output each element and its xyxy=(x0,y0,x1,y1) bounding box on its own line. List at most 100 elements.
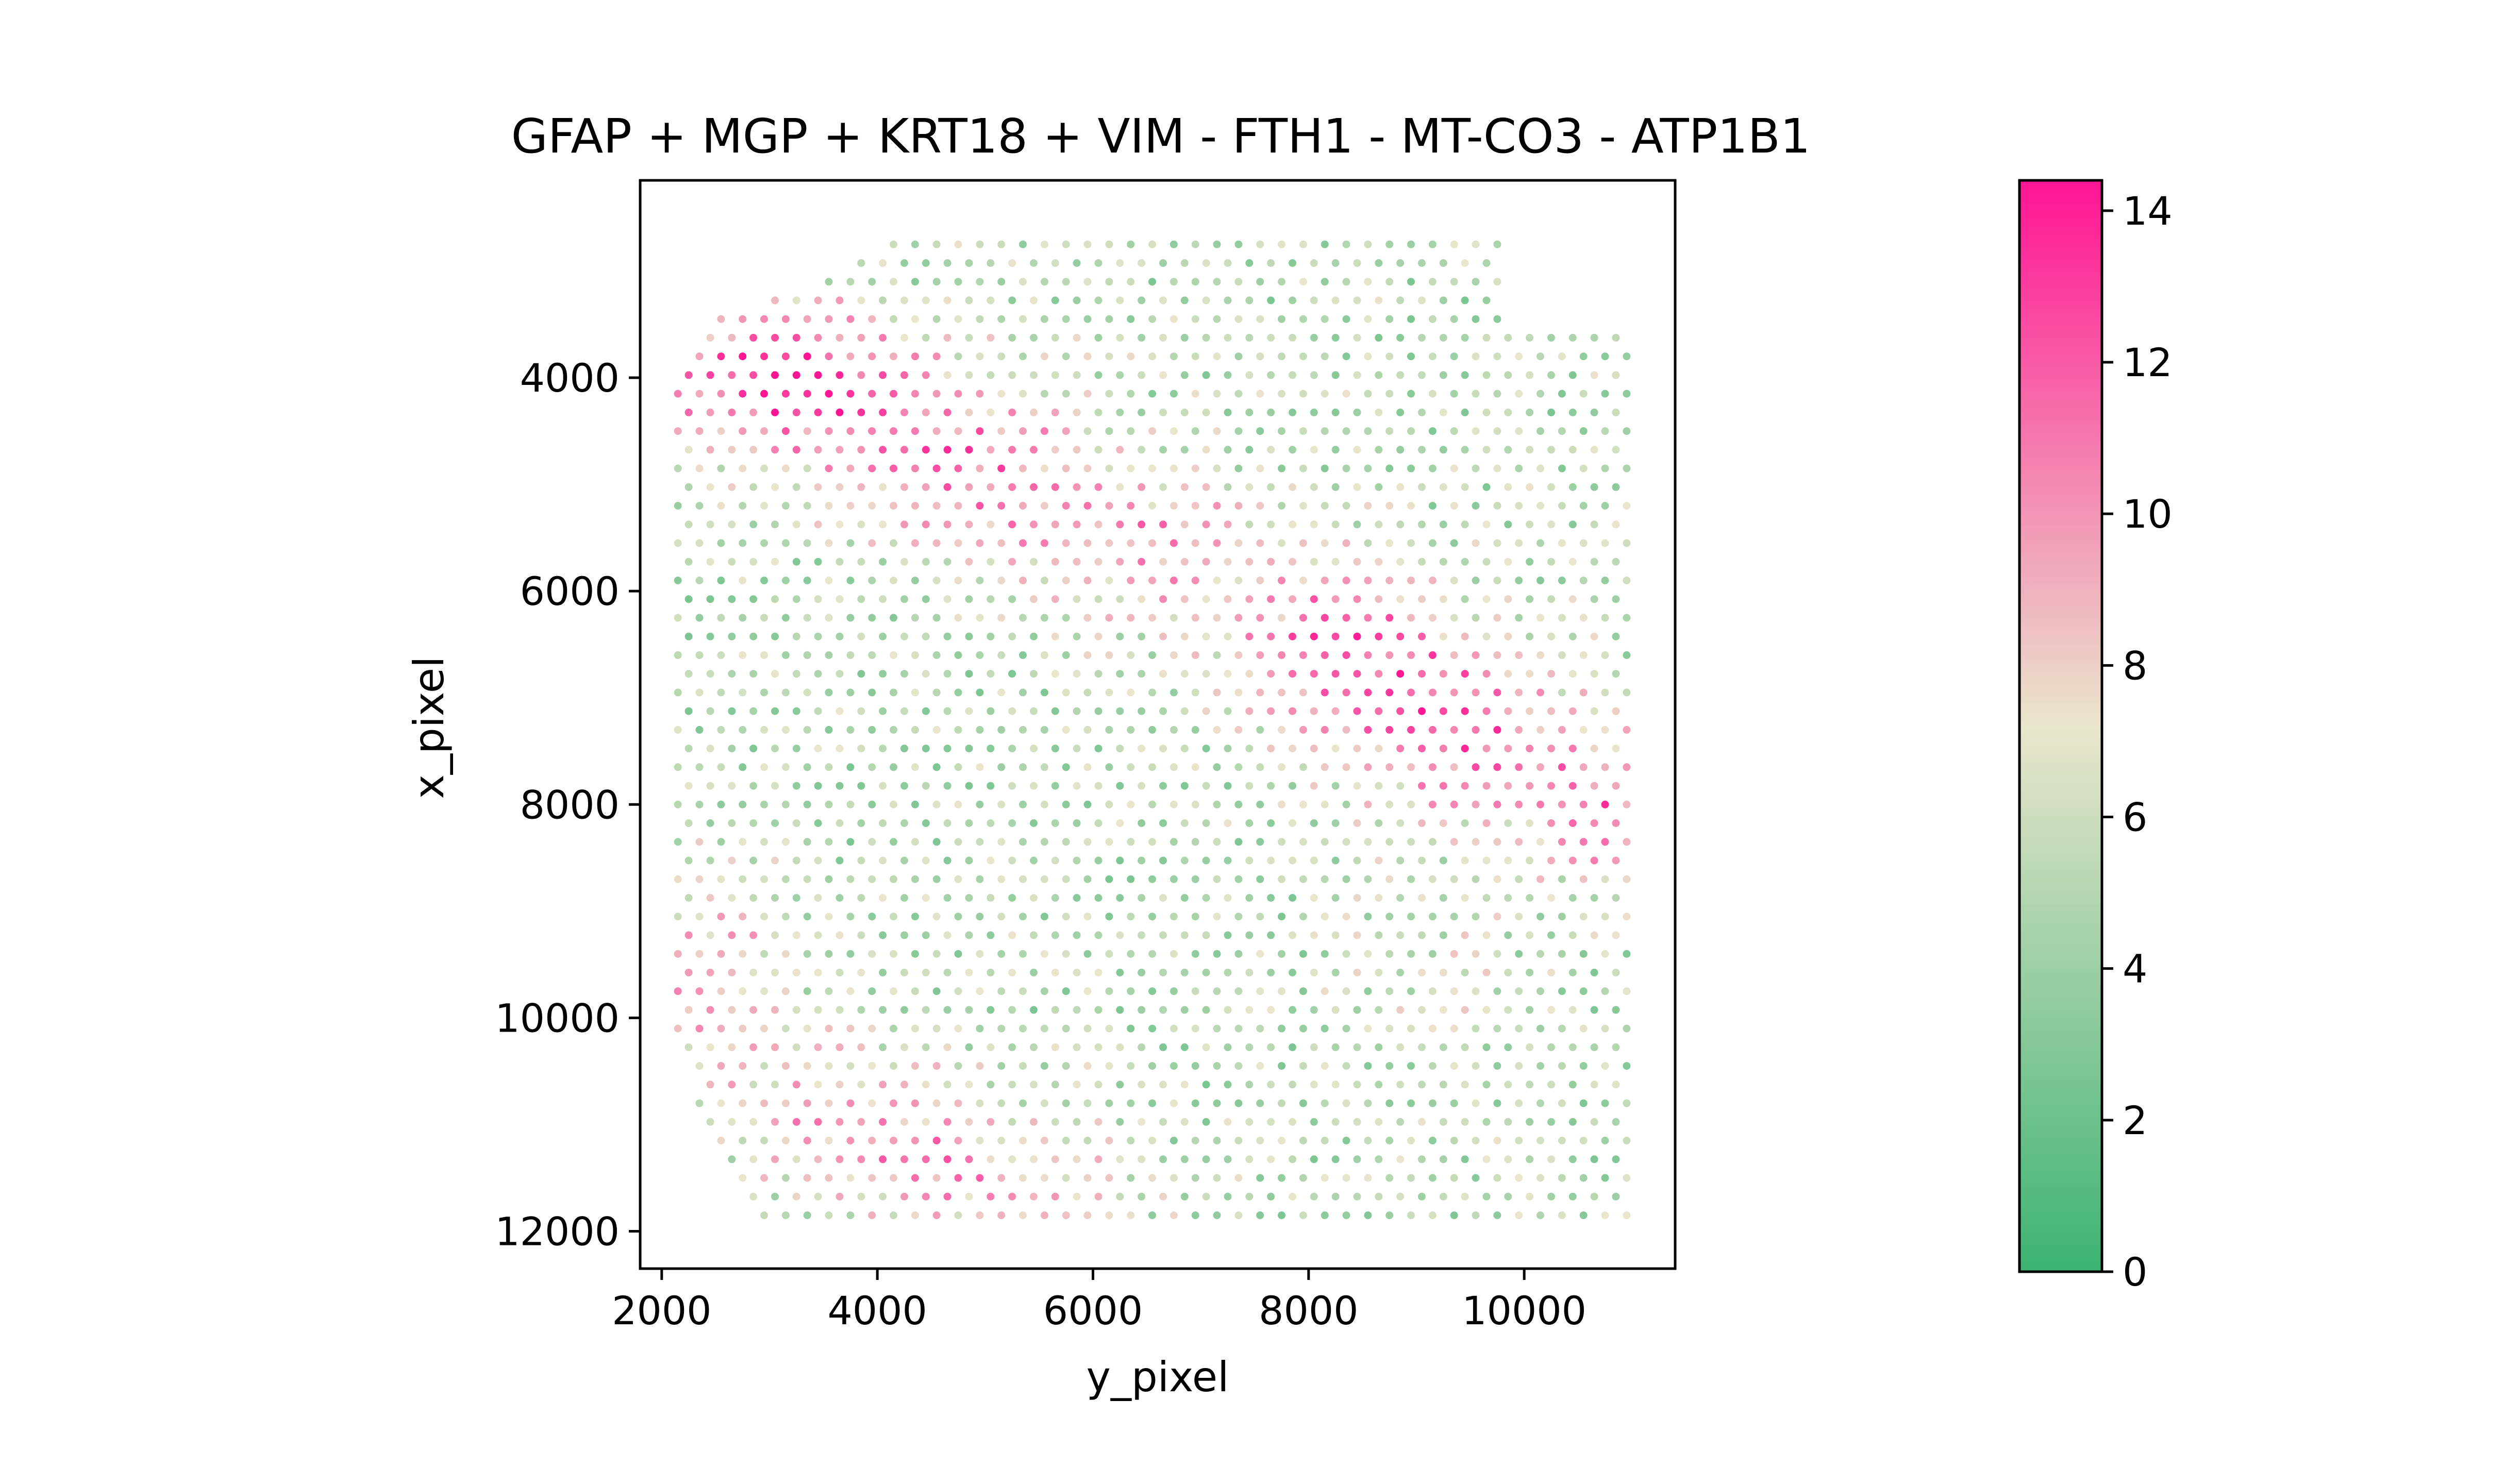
spot xyxy=(1180,520,1189,529)
spot xyxy=(1526,632,1534,640)
spot xyxy=(1040,987,1048,996)
spot xyxy=(1612,1043,1620,1051)
spot xyxy=(997,726,1006,734)
spot xyxy=(1289,1192,1296,1201)
spot xyxy=(1105,763,1113,771)
spot xyxy=(846,539,855,547)
spot xyxy=(792,894,800,902)
spot xyxy=(1008,894,1016,902)
spot xyxy=(1202,296,1210,305)
spot xyxy=(1180,1081,1189,1089)
spot xyxy=(1623,726,1631,734)
spot xyxy=(976,950,984,958)
spot xyxy=(1191,651,1199,659)
spot xyxy=(1428,950,1437,958)
spot xyxy=(1342,1024,1350,1033)
spot xyxy=(1234,987,1243,996)
spot xyxy=(803,1099,811,1107)
spot xyxy=(1439,1081,1447,1089)
spot xyxy=(1019,1062,1027,1070)
spot xyxy=(760,875,768,883)
spot xyxy=(1504,595,1512,603)
spot xyxy=(1148,688,1156,697)
spot xyxy=(749,520,758,529)
spot xyxy=(781,1062,790,1070)
spot xyxy=(1256,1099,1264,1107)
spot xyxy=(954,539,962,547)
spot xyxy=(1321,1174,1329,1182)
spot xyxy=(1461,707,1469,715)
spot xyxy=(760,987,768,996)
spot xyxy=(1170,539,1178,547)
spot xyxy=(1083,838,1092,846)
spot xyxy=(868,1137,876,1144)
spot xyxy=(749,1006,758,1014)
spot xyxy=(932,390,941,398)
spot xyxy=(1331,595,1340,603)
spot xyxy=(1428,240,1437,248)
y-tick-label: 6000 xyxy=(520,568,620,614)
spot xyxy=(1062,1174,1070,1182)
spot xyxy=(1278,1174,1285,1182)
spot xyxy=(1493,502,1501,510)
spot xyxy=(1321,950,1329,958)
spot xyxy=(965,707,973,715)
spot xyxy=(1558,390,1566,398)
spot xyxy=(954,1174,962,1182)
spot xyxy=(1310,595,1318,603)
spot xyxy=(792,371,800,379)
spot xyxy=(1202,968,1210,976)
spot xyxy=(717,539,725,547)
spot xyxy=(1289,1043,1296,1051)
spot xyxy=(1482,745,1491,753)
spot xyxy=(1073,782,1081,790)
spot xyxy=(943,894,951,902)
spot xyxy=(1105,240,1113,248)
spot xyxy=(868,950,876,958)
spot xyxy=(1547,483,1555,491)
spot xyxy=(997,278,1006,286)
spot xyxy=(1040,800,1048,808)
spot xyxy=(684,595,693,603)
spot xyxy=(1353,745,1361,753)
spot xyxy=(857,968,865,976)
spot xyxy=(1083,1024,1092,1033)
spot xyxy=(943,558,951,566)
spot xyxy=(1558,651,1566,659)
spot xyxy=(1418,333,1426,342)
spot xyxy=(1396,1118,1405,1126)
spot xyxy=(1267,1155,1275,1163)
spot xyxy=(976,1211,984,1219)
spot xyxy=(781,539,790,547)
spot xyxy=(728,595,736,603)
spot xyxy=(932,464,941,473)
spot xyxy=(1083,427,1092,435)
spot xyxy=(1051,595,1059,603)
spot xyxy=(932,502,941,510)
spot xyxy=(1159,782,1167,790)
spot xyxy=(911,390,919,398)
spot xyxy=(1461,371,1469,379)
spot xyxy=(1407,315,1415,323)
spot xyxy=(1568,1118,1577,1126)
spot xyxy=(1245,446,1254,454)
spot xyxy=(1256,950,1264,958)
spot xyxy=(1375,670,1383,678)
spot xyxy=(1030,931,1038,939)
spot xyxy=(879,1192,887,1201)
spot xyxy=(1547,1192,1555,1201)
spot xyxy=(1299,1062,1307,1070)
spot xyxy=(954,1024,962,1033)
spot xyxy=(1062,577,1070,584)
spot xyxy=(1202,408,1210,416)
spot xyxy=(911,1211,919,1219)
spot xyxy=(1267,558,1275,566)
spot xyxy=(1008,259,1016,267)
spot xyxy=(1590,595,1598,603)
spot xyxy=(1450,1211,1458,1219)
spot xyxy=(1267,819,1275,827)
spot xyxy=(932,763,941,771)
spot xyxy=(1450,1137,1458,1144)
spot xyxy=(1299,838,1307,846)
spot xyxy=(1375,819,1383,827)
